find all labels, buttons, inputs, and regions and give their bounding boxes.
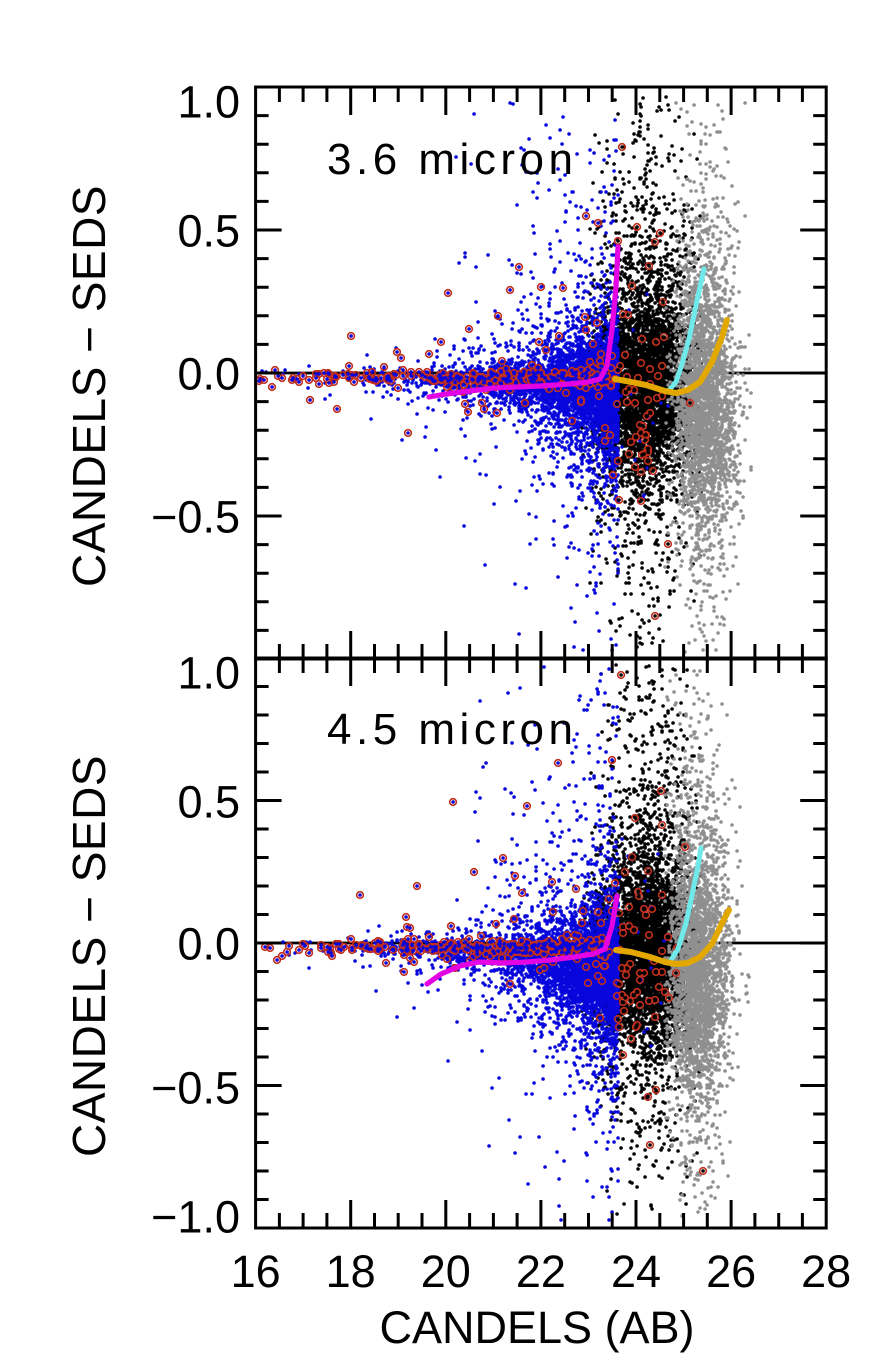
svg-text:28: 28 (801, 1246, 851, 1297)
svg-text:−0.5: −0.5 (151, 1062, 240, 1113)
svg-text:−1.0: −1.0 (151, 1191, 240, 1242)
svg-text:1.0: 1.0 (177, 647, 240, 698)
svg-text:0.0: 0.0 (177, 348, 240, 399)
svg-text:16: 16 (231, 1246, 281, 1297)
svg-text:−0.5: −0.5 (151, 491, 240, 542)
svg-text:1.0: 1.0 (177, 76, 240, 127)
svg-text:26: 26 (706, 1246, 756, 1297)
svg-text:0.5: 0.5 (177, 776, 240, 827)
svg-text:3.6 micron: 3.6 micron (327, 135, 577, 184)
svg-text:24: 24 (611, 1246, 661, 1297)
svg-text:0.0: 0.0 (177, 918, 240, 969)
svg-text:18: 18 (326, 1246, 376, 1297)
svg-text:CANDELS − SEDS: CANDELS − SEDS (63, 755, 115, 1157)
svg-text:CANDELS (AB): CANDELS (AB) (379, 1302, 694, 1353)
svg-text:20: 20 (421, 1246, 471, 1297)
svg-text:22: 22 (516, 1246, 566, 1297)
svg-text:0.5: 0.5 (177, 205, 240, 256)
svg-text:CANDELS − SEDS: CANDELS − SEDS (63, 185, 115, 587)
svg-text:4.5 micron: 4.5 micron (327, 705, 577, 754)
